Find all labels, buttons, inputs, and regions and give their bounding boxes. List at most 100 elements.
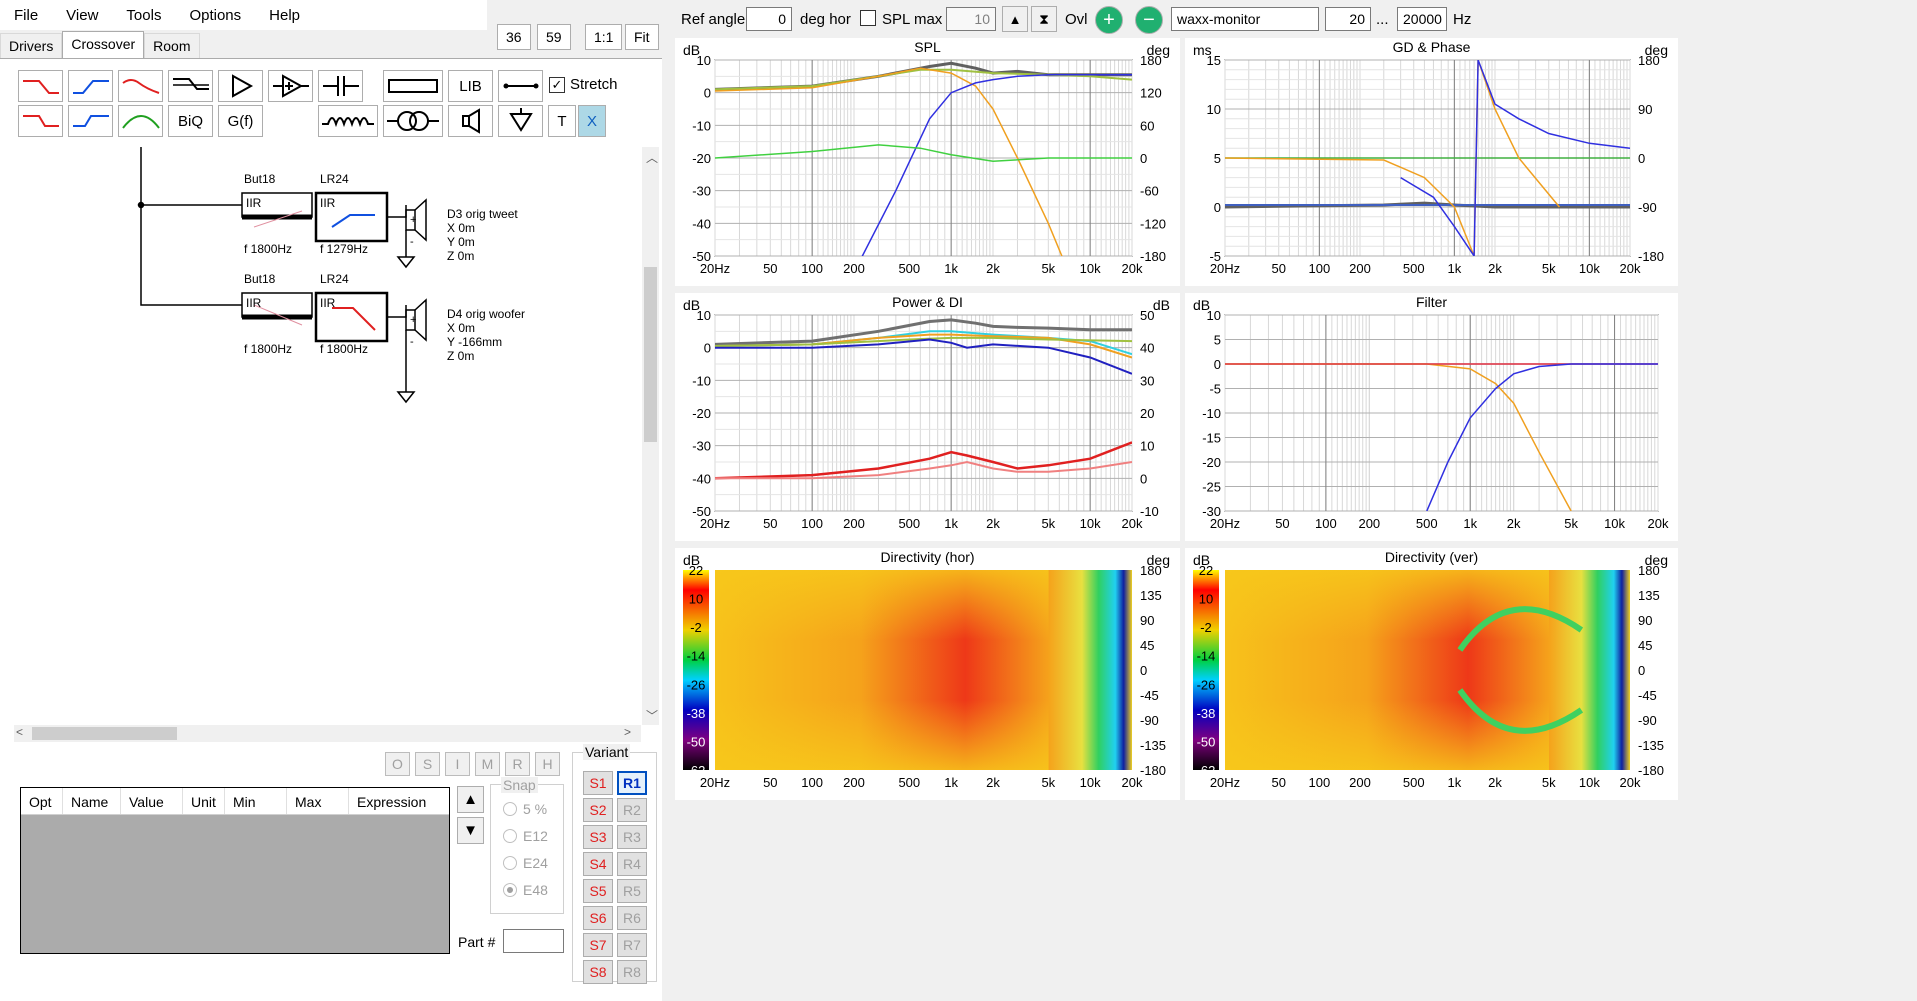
chart-filter[interactable]: Filter dB 10 5 0 -5 -10 -15 -20 -25 -30 20Hz 50 100 20… [1185, 293, 1678, 541]
variant-s4-button[interactable]: S4 [583, 852, 613, 876]
col-opt[interactable]: Opt [21, 788, 63, 814]
snap-5pct-radio[interactable]: 5 % [503, 801, 547, 817]
variant-r1-button[interactable]: R1 [617, 771, 647, 795]
col-value[interactable]: Value [121, 788, 183, 814]
ground-button[interactable] [498, 105, 543, 137]
variant-s3-button[interactable]: S3 [583, 825, 613, 849]
tab-room[interactable]: Room [144, 33, 200, 59]
scroll-thumb[interactable] [644, 267, 657, 442]
col-max[interactable]: Max [287, 788, 349, 814]
snap-e12-radio[interactable]: E12 [503, 828, 548, 844]
spl-fit-button[interactable]: ⧗ [1031, 6, 1057, 32]
y2-tick-label: -60 [1140, 184, 1159, 199]
scroll-left-icon[interactable]: < [16, 725, 24, 739]
variant-r8-button[interactable]: R8 [617, 960, 647, 984]
biquad-button[interactable]: BiQ [168, 105, 213, 137]
schematic-vscroll[interactable]: ︿ ﹀ [642, 147, 659, 725]
variant-s6-button[interactable]: S6 [583, 906, 613, 930]
variant-r7-button[interactable]: R7 [617, 933, 647, 957]
scroll-up-icon[interactable]: ︿ [646, 151, 659, 165]
col-unit[interactable]: Unit [183, 788, 225, 814]
freq-min-input[interactable]: 20 [1325, 7, 1371, 31]
text-button[interactable]: T [548, 105, 576, 137]
zoom-1to1-button[interactable]: 1:1 [585, 24, 623, 50]
col-name[interactable]: Name [63, 788, 121, 814]
capacitor-button[interactable] [318, 70, 363, 102]
snap-e48-radio[interactable]: E48 [503, 882, 548, 898]
highpass-blue-2-button[interactable] [68, 105, 113, 137]
chart-dirh[interactable]: Directivity (hor) dB deg 22 10 -2 -14 -26 -38 -50… [675, 548, 1180, 800]
resistor-button[interactable] [383, 70, 443, 102]
lowpass-red-2-button[interactable] [18, 105, 63, 137]
col-min[interactable]: Min [225, 788, 287, 814]
col-expression[interactable]: Expression [357, 794, 427, 810]
part-number-input[interactable] [503, 929, 564, 953]
delete-button[interactable]: X [578, 105, 606, 137]
buffer-button[interactable] [268, 70, 313, 102]
variant-r4-button[interactable]: R4 [617, 852, 647, 876]
zoom-36-button[interactable]: 36 [497, 24, 531, 50]
y2-tick-label: 10 [1140, 439, 1154, 454]
menu-options[interactable]: Options [189, 6, 242, 24]
bandpass-button[interactable] [118, 105, 163, 137]
ref-angle-input[interactable]: 0 [746, 7, 792, 31]
chart-dirv[interactable]: Directivity (ver) dB deg 22 10 -2 -14 -26 -38 -50… [1185, 548, 1678, 800]
overlay-remove-button[interactable]: − [1135, 6, 1163, 34]
highpass-blue-button[interactable] [68, 70, 113, 102]
schematic-hscroll[interactable]: < > [14, 725, 641, 742]
chart-power[interactable]: Power & DI dB dB 10 0 -10 -20 -30 -40 -50 50 40 30 20… [675, 293, 1180, 541]
zoom-59-button[interactable]: 59 [537, 24, 571, 50]
chart-gd[interactable]: GD & Phase ms deg 15 10 5 0 -5 180 90 0 -90 -180 20Hz… [1185, 38, 1678, 286]
inductor-button[interactable] [318, 105, 378, 137]
menu-tools[interactable]: Tools [126, 6, 162, 24]
overlay-add-button[interactable]: + [1095, 6, 1123, 34]
variant-r6-button[interactable]: R6 [617, 906, 647, 930]
variant-r2-button[interactable]: R2 [617, 798, 647, 822]
spl-updown-button[interactable]: ▲ [1002, 6, 1028, 32]
move-up-button[interactable]: ▲ [457, 786, 484, 813]
gain-button[interactable] [218, 70, 263, 102]
variant-s7-button[interactable]: S7 [583, 933, 613, 957]
move-down-button[interactable]: ▼ [457, 817, 484, 844]
schematic-canvas[interactable]: But18 IIR f 1800Hz LR24 IIR f 1279Hz D3 … [14, 147, 641, 725]
opt-s-button[interactable]: S [415, 752, 440, 776]
snap-e24-radio[interactable]: E24 [503, 855, 548, 871]
scroll-down-icon[interactable]: ﹀ [646, 709, 659, 723]
variant-s2-button[interactable]: S2 [583, 798, 613, 822]
variant-r5-button[interactable]: R5 [617, 879, 647, 903]
variant-s5-button[interactable]: S5 [583, 879, 613, 903]
zoom-fit-button[interactable]: Fit [625, 24, 659, 50]
opt-h-button[interactable]: H [535, 752, 560, 776]
menu-view[interactable]: View [66, 6, 99, 24]
variant-r3-button[interactable]: R3 [617, 825, 647, 849]
parameter-grid[interactable]: Opt Name Value Unit Min Max Expression [20, 787, 450, 954]
variant-s8-button[interactable]: S8 [583, 960, 613, 984]
opt-i-button[interactable]: I [445, 752, 470, 776]
lib-button[interactable]: LIB [448, 70, 493, 102]
menu-help[interactable]: Help [269, 6, 301, 24]
transfer-function-button[interactable]: G(f) [218, 105, 263, 137]
stretch-checkbox[interactable]: ✓ Stretch [549, 76, 618, 93]
preset-input[interactable]: waxx-monitor [1171, 7, 1319, 31]
freq-max-input[interactable]: 20000 [1397, 7, 1447, 31]
transformer-button[interactable] [383, 105, 443, 137]
lowpass-red-button[interactable] [18, 70, 63, 102]
lowpass-smooth-button[interactable] [118, 70, 163, 102]
scroll-thumb[interactable] [32, 727, 177, 740]
tab-drivers[interactable]: Drivers [0, 33, 63, 59]
y-tick-label: -40 [692, 471, 711, 486]
variant-s1-button[interactable]: S1 [583, 771, 613, 795]
driver-button[interactable] [448, 105, 493, 137]
opt-m-button[interactable]: M [475, 752, 500, 776]
opt-r-button[interactable]: R [505, 752, 530, 776]
menu-file[interactable]: File [14, 6, 39, 24]
shelf-button[interactable] [168, 70, 213, 102]
tab-crossover[interactable]: Crossover [62, 31, 145, 59]
wire-button[interactable] [498, 70, 543, 102]
spl-max-input[interactable]: 10 [946, 7, 996, 31]
spl-max-checkbox[interactable] [860, 10, 876, 26]
opt-o-button[interactable]: O [385, 752, 410, 776]
chart-spl[interactable]: SPL dB deg 10 0 -10 -20 -30 -40 -50 180 120 60 0 -60 -1… [675, 38, 1180, 286]
scroll-right-icon[interactable]: > [624, 725, 632, 739]
woof-driver-name: D4 orig woofer [447, 307, 525, 321]
